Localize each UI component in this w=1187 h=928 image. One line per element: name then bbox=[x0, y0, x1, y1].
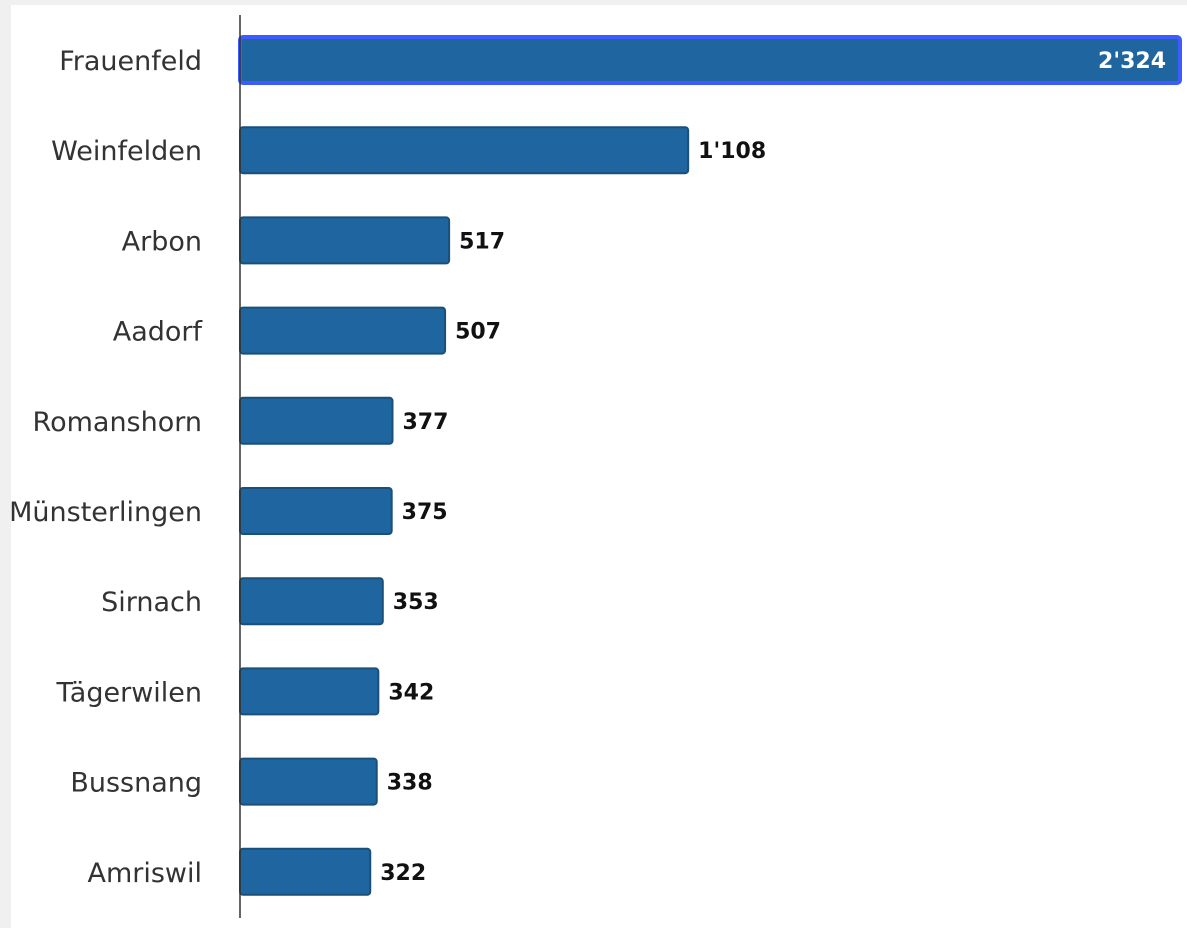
bar-weinfelden[interactable] bbox=[239, 126, 690, 175]
category-label: Arbon bbox=[122, 226, 202, 257]
category-label: Münsterlingen bbox=[9, 497, 202, 528]
bar-amriswil[interactable] bbox=[239, 847, 372, 896]
category-label: Weinfelden bbox=[51, 136, 202, 167]
value-label: 338 bbox=[387, 771, 433, 796]
category-label: Bussnang bbox=[70, 768, 202, 799]
value-label: 342 bbox=[388, 680, 434, 705]
bar-bussnang[interactable] bbox=[239, 757, 378, 806]
bar-aadorf[interactable] bbox=[239, 306, 447, 355]
value-label: 1'108 bbox=[698, 139, 766, 164]
value-label: 353 bbox=[393, 590, 439, 615]
bar-arbon[interactable] bbox=[239, 216, 451, 265]
category-label: Amriswil bbox=[87, 858, 202, 889]
value-label: 377 bbox=[402, 410, 448, 435]
value-label: 507 bbox=[455, 320, 501, 345]
category-label: Aadorf bbox=[113, 317, 204, 348]
bars-layer: Frauenfeld 2'324 Weinfelden 1'108 Arbon 517 Aa… bbox=[9, 35, 1182, 896]
category-label: Tägerwilen bbox=[55, 677, 202, 708]
bar-frauenfeld[interactable] bbox=[238, 35, 1182, 85]
value-label: 375 bbox=[402, 500, 448, 525]
value-label: 517 bbox=[459, 229, 505, 254]
bar-romanshorn[interactable] bbox=[239, 396, 394, 445]
category-label: Romanshorn bbox=[33, 407, 202, 438]
value-label: 322 bbox=[380, 861, 426, 886]
bar-tägerwilen[interactable] bbox=[239, 667, 380, 716]
category-label: Frauenfeld bbox=[59, 46, 202, 77]
category-label: Sirnach bbox=[101, 587, 202, 618]
value-label: 2'324 bbox=[1098, 49, 1166, 74]
bar-münsterlingen[interactable] bbox=[239, 487, 393, 535]
bar-sirnach[interactable] bbox=[239, 577, 384, 626]
